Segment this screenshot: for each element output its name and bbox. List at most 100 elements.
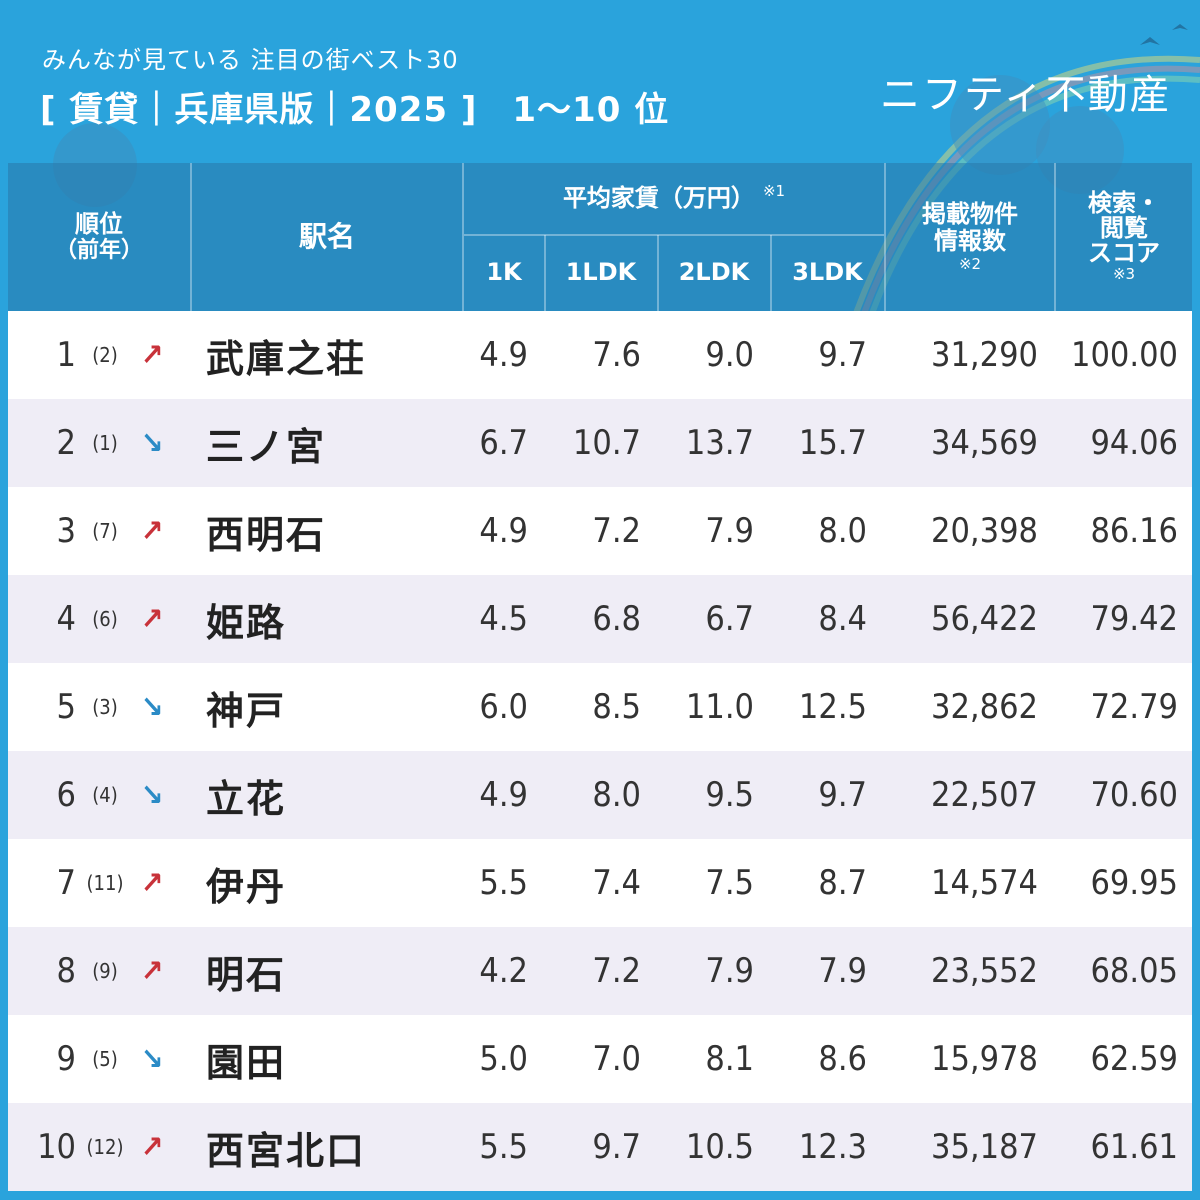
search-score: 68.05: [1090, 951, 1178, 991]
header-listings-label: 掲載物件 情報数: [922, 199, 1018, 256]
table-row: 6 (4) ↘ 立花 4.9 8.0 9.5 9.7 22,507 70.60: [8, 751, 1192, 839]
rent-3ldk: 9.7: [818, 335, 867, 375]
poster-subtitle: みんなが見ている 注目の街ベスト30: [42, 46, 459, 74]
header-2ldk: 2LDK: [658, 235, 770, 311]
table-row: 9 (5) ↘ 園田 5.0 7.0 8.1 8.6 15,978 62.59: [8, 1015, 1192, 1103]
listing-count: 56,422: [931, 599, 1038, 639]
trend-up-icon: ↗: [140, 337, 164, 373]
previous-rank: (2): [92, 343, 118, 367]
rent-1ldk: 7.2: [592, 511, 641, 551]
rent-2ldk: 9.5: [705, 775, 754, 815]
listing-count: 31,290: [931, 335, 1038, 375]
rent-2ldk: 7.5: [705, 863, 754, 903]
table-row: 4 (6) ↗ 姫路 4.5 6.8 6.7 8.4 56,422 79.42: [8, 575, 1192, 663]
rent-3ldk: 7.9: [818, 951, 867, 991]
rank-number: 5: [56, 687, 76, 727]
station-name: 明石: [206, 952, 287, 997]
search-score: 79.42: [1090, 599, 1178, 639]
header-divider: [190, 163, 192, 311]
previous-rank: (11): [86, 871, 124, 895]
station-name: 立花: [206, 776, 287, 821]
header-rent-note: ※1: [762, 182, 786, 201]
rent-1k: 4.2: [479, 951, 528, 991]
rent-1ldk: 9.7: [592, 1127, 641, 1167]
rent-2ldk: 11.0: [685, 687, 754, 727]
rent-3ldk: 8.0: [818, 511, 867, 551]
table-row: 3 (7) ↗ 西明石 4.9 7.2 7.9 8.0 20,398 86.16: [8, 487, 1192, 575]
rent-2ldk: 7.9: [705, 511, 754, 551]
rank-number: 10: [37, 1127, 76, 1167]
station-name: 神戸: [206, 688, 287, 733]
header-score-note: ※3: [1112, 265, 1136, 284]
station-name: 伊丹: [206, 864, 287, 909]
rank-number: 4: [56, 599, 76, 639]
header-3ldk: 3LDK: [771, 235, 884, 311]
station-name: 三ノ宮: [206, 424, 327, 469]
rent-3ldk: 12.3: [798, 1127, 867, 1167]
listing-count: 20,398: [931, 511, 1038, 551]
rank-number: 1: [56, 335, 76, 375]
poster-title: [ 賃貸｜兵庫県版｜2025 ] 1〜10 位: [40, 90, 670, 130]
header-divider: [462, 163, 464, 311]
header-divider: [884, 163, 886, 311]
header-rent-group: 平均家賃（万円） ※1: [464, 163, 884, 235]
rent-1k: 4.5: [479, 599, 528, 639]
rent-1ldk: 7.4: [592, 863, 641, 903]
rent-1k: 5.5: [479, 1127, 528, 1167]
search-score: 62.59: [1090, 1039, 1178, 1079]
rank-number: 8: [56, 951, 76, 991]
previous-rank: (9): [92, 959, 118, 983]
previous-rank: (4): [92, 783, 118, 807]
ranking-table: 順位 （前年） 駅名 平均家賃（万円） ※1 1K 1LDK 2LDK 3LDK…: [8, 163, 1192, 1191]
rent-3ldk: 8.4: [818, 599, 867, 639]
trend-up-icon: ↗: [140, 513, 164, 549]
rent-3ldk: 8.7: [818, 863, 867, 903]
previous-rank: (3): [92, 695, 118, 719]
header-1ldk: 1LDK: [545, 235, 657, 311]
rent-1ldk: 8.0: [592, 775, 641, 815]
search-score: 70.60: [1090, 775, 1178, 815]
previous-rank: (5): [92, 1047, 118, 1071]
table-row: 2 (1) ↘ 三ノ宮 6.7 10.7 13.7 15.7 34,569 94.06: [8, 399, 1192, 487]
brand-logo: ニフティ不動産: [880, 72, 1172, 118]
trend-down-icon: ↘: [140, 425, 164, 461]
rent-3ldk: 15.7: [798, 423, 867, 463]
table-row: 7 (11) ↗ 伊丹 5.5 7.4 7.5 8.7 14,574 69.95: [8, 839, 1192, 927]
rent-1k: 4.9: [479, 775, 528, 815]
previous-rank: (1): [92, 431, 118, 455]
trend-down-icon: ↘: [140, 777, 164, 813]
rank-number: 7: [56, 863, 76, 903]
header-station-label: 駅名: [298, 219, 355, 253]
station-name: 西明石: [206, 512, 327, 557]
header-listings: 掲載物件 情報数 ※2: [886, 163, 1054, 311]
rent-2ldk: 10.5: [685, 1127, 754, 1167]
table-header: 順位 （前年） 駅名 平均家賃（万円） ※1 1K 1LDK 2LDK 3LDK…: [8, 163, 1192, 311]
rent-1ldk: 10.7: [572, 423, 641, 463]
station-name: 園田: [206, 1040, 287, 1085]
bird-icon: [1140, 37, 1160, 45]
trend-up-icon: ↗: [140, 953, 164, 989]
station-name: 西宮北口: [206, 1128, 367, 1173]
header-1ldk-label: 1LDK: [565, 258, 637, 287]
rent-1k: 4.9: [479, 511, 528, 551]
header-1k-label: 1K: [486, 258, 522, 287]
header-divider: [1054, 163, 1056, 311]
rank-number: 9: [56, 1039, 76, 1079]
rent-1k: 4.9: [479, 335, 528, 375]
search-score: 69.95: [1090, 863, 1178, 903]
listing-count: 22,507: [931, 775, 1038, 815]
station-name: 武庫之荘: [206, 336, 367, 381]
rent-3ldk: 9.7: [818, 775, 867, 815]
listing-count: 23,552: [931, 951, 1038, 991]
rent-1k: 5.0: [479, 1039, 528, 1079]
listing-count: 34,569: [931, 423, 1038, 463]
header-rank-sub: （前年）: [54, 238, 143, 264]
search-score: 72.79: [1090, 687, 1178, 727]
rent-1ldk: 6.8: [592, 599, 641, 639]
rent-1ldk: 7.2: [592, 951, 641, 991]
rank-number: 2: [56, 423, 76, 463]
rank-number: 3: [56, 511, 76, 551]
previous-rank: (7): [92, 519, 118, 543]
rent-1ldk: 7.0: [592, 1039, 641, 1079]
